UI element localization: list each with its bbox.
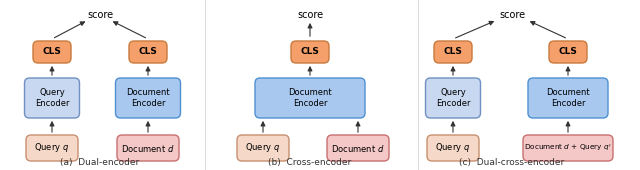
Text: Query
Encoder: Query Encoder xyxy=(35,88,69,108)
Text: score: score xyxy=(297,10,323,20)
Text: score: score xyxy=(499,10,525,20)
FancyBboxPatch shape xyxy=(549,41,587,63)
FancyBboxPatch shape xyxy=(523,135,613,161)
Text: CLS: CLS xyxy=(559,47,577,56)
Text: Document $d$: Document $d$ xyxy=(332,142,385,154)
Text: Document $d$ + Query $q'$: Document $d$ + Query $q'$ xyxy=(524,142,612,154)
FancyBboxPatch shape xyxy=(33,41,71,63)
Text: (a)  Dual-encoder: (a) Dual-encoder xyxy=(60,158,140,167)
Text: score: score xyxy=(87,10,113,20)
Text: CLS: CLS xyxy=(301,47,319,56)
Text: CLS: CLS xyxy=(444,47,463,56)
FancyBboxPatch shape xyxy=(426,78,481,118)
Text: Query $q$: Query $q$ xyxy=(246,141,280,155)
Text: Document $d$: Document $d$ xyxy=(122,142,175,154)
Text: CLS: CLS xyxy=(43,47,61,56)
FancyBboxPatch shape xyxy=(117,135,179,161)
FancyBboxPatch shape xyxy=(24,78,79,118)
Text: Document
Encoder: Document Encoder xyxy=(546,88,590,108)
Text: (b)  Cross-encoder: (b) Cross-encoder xyxy=(268,158,351,167)
FancyBboxPatch shape xyxy=(434,41,472,63)
FancyBboxPatch shape xyxy=(129,41,167,63)
FancyBboxPatch shape xyxy=(528,78,608,118)
Text: Query $q$: Query $q$ xyxy=(435,141,470,155)
Text: Query $q$: Query $q$ xyxy=(35,141,70,155)
Text: (c)  Dual-cross-encoder: (c) Dual-cross-encoder xyxy=(460,158,564,167)
FancyBboxPatch shape xyxy=(291,41,329,63)
FancyBboxPatch shape xyxy=(115,78,180,118)
FancyBboxPatch shape xyxy=(26,135,78,161)
Text: Document
Encoder: Document Encoder xyxy=(126,88,170,108)
Text: Document
Encoder: Document Encoder xyxy=(288,88,332,108)
FancyBboxPatch shape xyxy=(427,135,479,161)
FancyBboxPatch shape xyxy=(237,135,289,161)
Text: CLS: CLS xyxy=(139,47,157,56)
FancyBboxPatch shape xyxy=(255,78,365,118)
Text: Query
Encoder: Query Encoder xyxy=(436,88,470,108)
FancyBboxPatch shape xyxy=(327,135,389,161)
